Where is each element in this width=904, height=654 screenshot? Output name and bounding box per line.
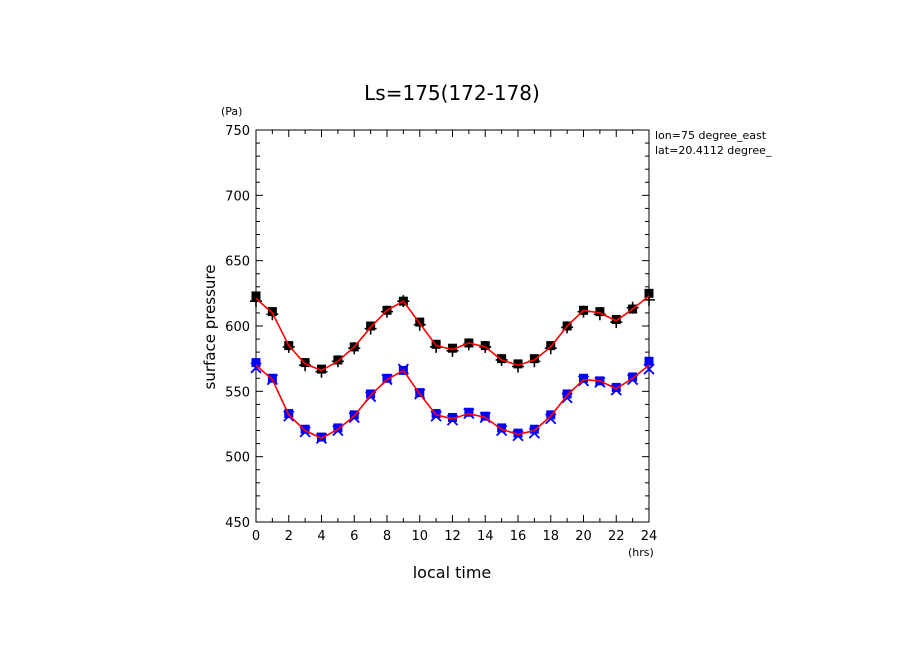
data-point-square — [251, 358, 261, 368]
data-point-plus — [364, 322, 377, 335]
x-axis-label: local time — [413, 563, 492, 582]
y-unit-label: (Pa) — [221, 105, 242, 118]
data-point-plus — [315, 365, 328, 378]
series-line-4 — [255, 295, 650, 372]
data-point-plus — [610, 316, 623, 329]
x-tick-label: 10 — [411, 529, 428, 544]
data-point-square — [513, 428, 523, 438]
data-point-x — [348, 411, 360, 424]
data-point-x — [561, 392, 573, 404]
data-point-square — [562, 389, 572, 399]
data-point-square — [480, 411, 490, 421]
data-point-x — [545, 413, 557, 425]
chart-title: Ls=175(172-178) — [364, 81, 540, 105]
y-axis-label: surface pressure — [201, 265, 219, 390]
data-point-x — [446, 414, 459, 426]
y-tick-label: 650 — [225, 255, 250, 270]
data-point-square — [579, 373, 588, 383]
x-unit-label: (hrs) — [628, 546, 654, 559]
data-point-plus — [561, 321, 574, 334]
y-tick-label: 700 — [225, 189, 250, 204]
x-tick-label: 16 — [510, 529, 527, 544]
data-point-square — [267, 373, 277, 383]
data-point-square — [611, 382, 621, 392]
data-point-square — [644, 288, 654, 298]
data-point-square — [546, 410, 556, 420]
data-point-plus — [626, 301, 639, 314]
data-point-square — [366, 389, 376, 399]
data-point-square — [529, 424, 539, 434]
x-tick-label: 0 — [252, 529, 260, 544]
x-tick-label: 2 — [285, 529, 293, 544]
data-point-square — [628, 372, 638, 382]
data-point-plus — [381, 305, 393, 318]
y-tick-label: 450 — [225, 516, 250, 531]
data-point-x — [594, 376, 606, 388]
data-point-x — [283, 410, 295, 422]
x-tick-label: 18 — [542, 529, 559, 544]
data-point-x — [250, 362, 262, 374]
data-point-x — [528, 427, 541, 439]
data-point-plus — [446, 344, 459, 357]
data-point-square — [349, 410, 359, 420]
y-tick-label: 550 — [225, 385, 250, 400]
x-tick-label: 4 — [317, 529, 325, 544]
data-point-square — [317, 432, 326, 442]
data-point-square — [644, 356, 654, 366]
x-tick-label: 8 — [383, 529, 391, 544]
y-tick-label: 500 — [225, 451, 250, 466]
series-line-5 — [255, 364, 650, 440]
data-point-plus — [348, 342, 361, 355]
data-point-x — [577, 375, 590, 387]
x-tick-label: 12 — [444, 529, 461, 544]
data-point-x — [512, 430, 524, 442]
x-tick-label: 20 — [575, 529, 592, 544]
data-point-plus — [544, 342, 557, 355]
y-tick-label: 750 — [225, 124, 250, 139]
plot-frame — [255, 129, 650, 523]
data-point-square — [333, 423, 343, 433]
data-point-square — [497, 423, 507, 433]
data-point-x — [643, 363, 655, 375]
plot-area: 0 2 4 6 8 10 12 14 16 18 20 22 244505005506006507007… — [225, 124, 657, 544]
data-point-plus — [512, 360, 524, 373]
data-point-square — [431, 409, 441, 419]
x-tick-label: 22 — [608, 529, 625, 544]
data-point-square — [300, 424, 310, 434]
data-point-x — [299, 426, 311, 438]
y-tick-label: 600 — [225, 320, 250, 335]
data-point-square — [382, 373, 392, 383]
data-point-square — [464, 407, 474, 417]
annotation-lon: lon=75 degree_east — [655, 129, 767, 142]
annotation-lat: lat=20.4112 degree_ — [655, 144, 772, 157]
x-tick-label: 6 — [350, 529, 358, 544]
data-point-plus — [282, 340, 295, 353]
data-point-x — [430, 410, 442, 422]
x-tick-label: 14 — [477, 529, 494, 544]
x-tick-label: 24 — [641, 529, 658, 544]
data-point-square — [448, 412, 457, 422]
